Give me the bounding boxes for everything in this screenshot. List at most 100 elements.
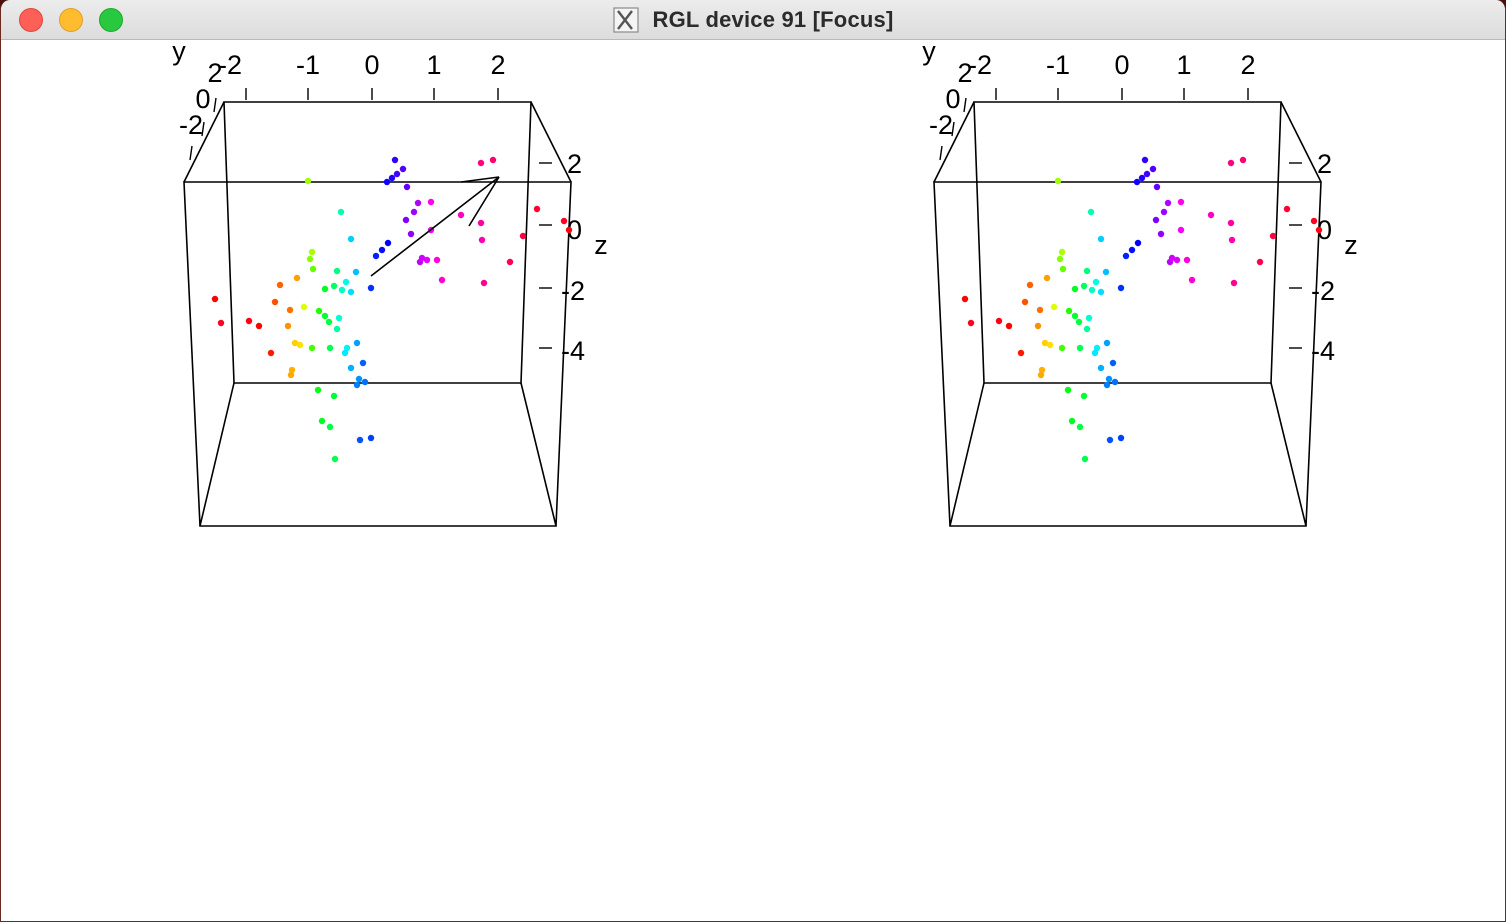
- scatter-point: [367, 284, 375, 292]
- scatter-point: [338, 286, 346, 294]
- scatter-point: [353, 381, 361, 389]
- scatter-point: [1080, 282, 1088, 290]
- scatter-point: [325, 318, 333, 326]
- scatter-point: [478, 236, 486, 244]
- scatter-point: [1105, 375, 1113, 383]
- scatter-point: [330, 282, 338, 290]
- scatter-point: [1087, 208, 1095, 216]
- scatter-point: [1038, 366, 1046, 374]
- scatter-point: [361, 378, 369, 386]
- scatter-point: [1173, 256, 1181, 264]
- scatter-point: [1164, 199, 1172, 207]
- scatter-point: [1207, 211, 1215, 219]
- zoom-icon[interactable]: [99, 8, 123, 32]
- scatter-point: [255, 322, 263, 330]
- scatter-point: [355, 375, 363, 383]
- scatter-point: [1088, 286, 1096, 294]
- depth-axis-tick-labels: 2 0 -2: [929, 58, 973, 140]
- z-axis-title: z: [594, 230, 608, 260]
- tick-label: -2: [218, 50, 242, 80]
- scatter-point: [1283, 205, 1291, 213]
- scatter-point: [1103, 381, 1111, 389]
- tick-label: 2: [1317, 149, 1332, 179]
- scatter-point: [1157, 230, 1165, 238]
- scatter-point: [1068, 417, 1076, 425]
- bounding-box: [933, 101, 1322, 527]
- scatter-point: [1177, 226, 1185, 234]
- y-axis-title: y: [922, 40, 936, 66]
- scatter-point: [309, 265, 317, 273]
- scatter-point: [359, 359, 367, 367]
- tick-label: -2: [179, 110, 203, 140]
- scatter-point: [1230, 279, 1238, 287]
- scatter-point: [519, 232, 527, 240]
- scatter-point: [1117, 284, 1125, 292]
- top-axis-tick-labels: -2 -1 0 1 2: [218, 50, 506, 80]
- scatter-point: [410, 208, 418, 216]
- scatter-point: [1149, 165, 1157, 173]
- scatter-point: [314, 386, 322, 394]
- rgl-scene[interactable]: -2 -1 0 1 2 y 2 0 -2: [1, 40, 1505, 921]
- scatter-point: [1026, 281, 1034, 289]
- scatter-point: [414, 199, 422, 207]
- plot-right[interactable]: -2 -1 0 1 2 y 2 0 -2: [922, 40, 1358, 527]
- scatter-point: [331, 455, 339, 463]
- scatter-point: [1092, 278, 1100, 286]
- tick-label: 0: [364, 50, 379, 80]
- z-axis-title: z: [1344, 230, 1358, 260]
- scatter-point: [1239, 156, 1247, 164]
- scatter-point: [1083, 325, 1091, 333]
- point-cloud: [961, 156, 1323, 463]
- close-icon[interactable]: [19, 8, 43, 32]
- scatter-point: [245, 317, 253, 325]
- scatter-point: [342, 278, 350, 286]
- scatter-point: [217, 319, 225, 327]
- scatter-point: [477, 219, 485, 227]
- scatter-point: [1036, 306, 1044, 314]
- scatter-point: [1064, 386, 1072, 394]
- scatter-point: [1080, 392, 1088, 400]
- scatter-point: [211, 295, 219, 303]
- tick-label: 0: [1317, 215, 1332, 245]
- scatter-point: [347, 235, 355, 243]
- rgl-canvas[interactable]: -2 -1 0 1 2 y 2 0 -2: [1, 40, 1505, 921]
- scatter-point: [1177, 198, 1185, 206]
- scatter-point: [347, 364, 355, 372]
- scatter-point: [1059, 265, 1067, 273]
- tick-label: 2: [1240, 50, 1255, 80]
- scatter-point: [1058, 248, 1066, 256]
- scatter-point: [1310, 217, 1318, 225]
- title-bar[interactable]: RGL device 91 [Focus]: [1, 0, 1505, 40]
- scatter-point: [1076, 423, 1084, 431]
- scatter-point: [1103, 339, 1111, 347]
- scatter-point: [1058, 344, 1066, 352]
- scatter-point: [1091, 349, 1099, 357]
- scatter-point: [407, 230, 415, 238]
- scatter-point: [1128, 246, 1136, 254]
- scatter-point: [489, 156, 497, 164]
- tick-label: 0: [945, 84, 960, 114]
- scatter-point: [321, 312, 329, 320]
- z-axis-tick-labels: 2 0 -2 -4: [561, 149, 585, 366]
- scatter-point: [1109, 359, 1117, 367]
- scatter-point: [1315, 226, 1323, 234]
- depth-axis-ticks: [189, 97, 217, 161]
- scatter-point: [384, 239, 392, 247]
- plot-left[interactable]: -2 -1 0 1 2 y 2 0 -2: [172, 40, 608, 527]
- tick-label: -2: [968, 50, 992, 80]
- scatter-point: [423, 256, 431, 264]
- scatter-point: [315, 307, 323, 315]
- scatter-point: [1143, 170, 1151, 178]
- scatter-point: [1160, 208, 1168, 216]
- scatter-point: [1097, 364, 1105, 372]
- scatter-point: [287, 371, 295, 379]
- scatter-point: [1083, 267, 1091, 275]
- scatter-point: [1005, 322, 1013, 330]
- scatter-point: [293, 274, 301, 282]
- minimize-icon[interactable]: [59, 8, 83, 32]
- tick-label: -4: [1311, 336, 1335, 366]
- depth-axis-tick-labels: 2 0 -2: [179, 58, 223, 140]
- scatter-point: [1041, 339, 1049, 347]
- tick-label: -1: [296, 50, 320, 80]
- scatter-point: [1133, 178, 1141, 186]
